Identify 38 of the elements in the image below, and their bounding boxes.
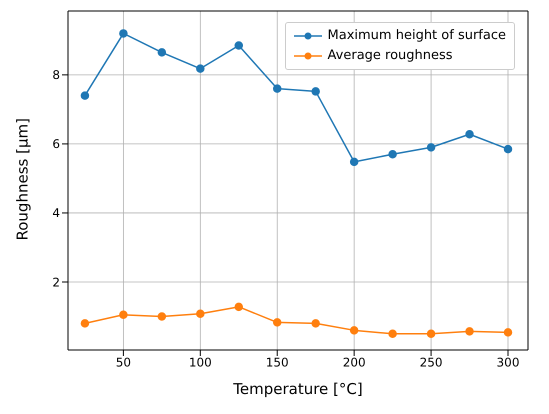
x-tick-label: 250 <box>420 356 443 370</box>
point <box>234 302 244 312</box>
x-tick-label: 300 <box>496 356 520 370</box>
x-tick-label: 50 <box>116 356 132 370</box>
point <box>234 41 244 50</box>
point <box>80 91 90 100</box>
point <box>311 87 320 96</box>
x-tick-label: 150 <box>266 356 289 370</box>
legend-label: Maximum height of surface <box>328 27 506 45</box>
point <box>196 64 205 73</box>
x-tick-label: 100 <box>188 356 212 370</box>
point <box>465 130 474 138</box>
point <box>426 143 436 152</box>
x-axis-title: Temperature [°C] <box>232 380 363 398</box>
point <box>158 312 166 321</box>
x-tick-label: 200 <box>342 356 366 370</box>
point <box>350 326 358 335</box>
y-tick-label: 6 <box>52 137 60 152</box>
point <box>196 310 205 318</box>
point <box>388 330 397 338</box>
y-axis-title: Roughness [µm] <box>13 118 32 240</box>
point <box>80 319 90 328</box>
point <box>119 310 128 320</box>
legend-label: Average roughness <box>328 47 453 65</box>
point <box>426 330 436 338</box>
point <box>272 318 282 327</box>
point <box>465 327 474 336</box>
point <box>388 150 397 159</box>
point <box>158 48 166 57</box>
point <box>504 144 512 154</box>
point <box>504 328 512 337</box>
point <box>119 29 128 38</box>
y-tick-label: 4 <box>52 206 60 220</box>
point <box>272 84 282 93</box>
y-tick-label: 2 <box>52 275 60 290</box>
y-tick-label: 8 <box>52 68 60 82</box>
point <box>311 319 320 328</box>
point <box>350 158 358 166</box>
